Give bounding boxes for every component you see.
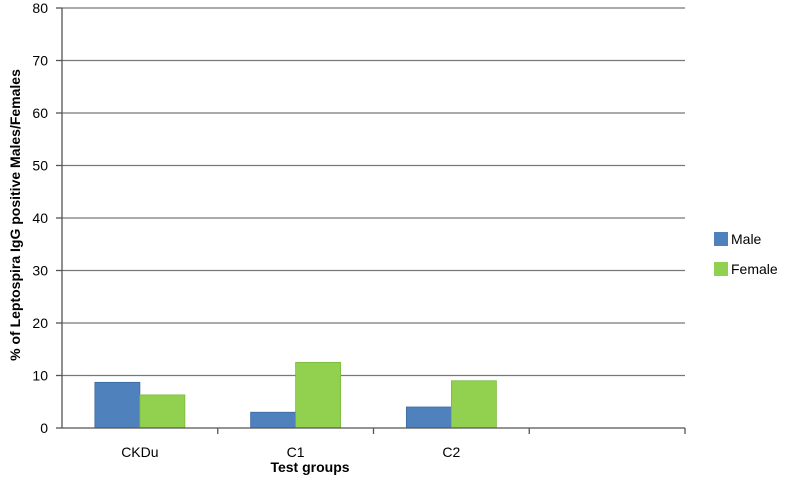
- bars: [94, 361, 497, 429]
- y-tick-labels: 0 10 20 30 40 50 60 70 80: [32, 0, 48, 436]
- category-labels: CKDu C1 C2: [121, 444, 460, 460]
- y-tick-label: 10: [32, 368, 48, 384]
- y-tick-label: 20: [32, 315, 48, 331]
- y-tick-label: 60: [32, 105, 48, 121]
- legend: Male Female: [714, 231, 778, 277]
- legend-swatch-male: [714, 232, 728, 246]
- bar-male-c1: [250, 411, 297, 429]
- bar-male-ckdu: [94, 381, 141, 429]
- x-axis-title: Test groups: [270, 459, 349, 475]
- y-tick-label: 30: [32, 263, 48, 279]
- bar-female-c2: [450, 380, 497, 429]
- legend-swatch-female: [714, 262, 728, 276]
- y-axis-title: % of Leptospira IgG positive Males/Femal…: [7, 69, 23, 361]
- category-label: CKDu: [121, 444, 158, 460]
- bar-male-c2: [405, 406, 452, 429]
- y-tick-label: 80: [32, 0, 48, 16]
- category-label: C2: [442, 444, 460, 460]
- y-tick-label: 50: [32, 158, 48, 174]
- y-tick-label: 40: [32, 210, 48, 226]
- bar-female-ckdu: [139, 394, 186, 429]
- axes: [56, 7, 686, 434]
- bar-female-c1: [295, 361, 342, 429]
- category-label: C1: [287, 444, 305, 460]
- y-tick-label: 0: [40, 420, 48, 436]
- legend-label-female: Female: [731, 261, 778, 277]
- legend-label-male: Male: [731, 231, 762, 247]
- gridlines: [62, 7, 685, 377]
- y-tick-label: 70: [32, 53, 48, 69]
